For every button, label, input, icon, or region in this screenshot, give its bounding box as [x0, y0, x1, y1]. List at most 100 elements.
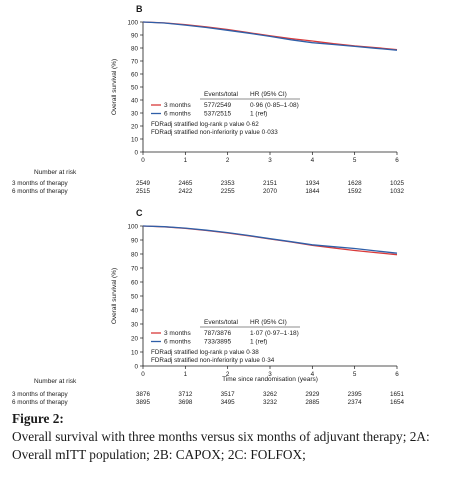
panel-c-legend-hr: 1·07 (0·97–1·18) — [250, 330, 299, 337]
panel-b-y-tick-label: 100 — [127, 19, 138, 26]
panel-b-risk-value: 2422 — [178, 188, 193, 195]
panel-b-risk-value: 2353 — [221, 180, 236, 187]
panel-c-y-tick-label: 0 — [134, 363, 138, 370]
panel-c-legend-header-events: Events/total — [204, 319, 239, 326]
panel-b-risk-value: 2515 — [136, 188, 151, 195]
panel-b-y-tick-label: 30 — [131, 110, 139, 117]
panel-b-y-tick-label: 0 — [134, 149, 138, 156]
panel-b-risk-value: 2255 — [221, 188, 236, 195]
panel-c-y-tick-label: 70 — [131, 265, 139, 272]
panel-c-risk-value: 3517 — [221, 391, 236, 398]
panel-b-risk-row-label: 3 months of therapy — [12, 180, 69, 187]
panel-b-legend-label: 6 months — [164, 111, 191, 118]
panel-b-legend-events: 577/2549 — [204, 102, 231, 109]
panel-b-legend-header-events: Events/total — [204, 91, 239, 98]
panel-b-risk-value: 1934 — [305, 180, 320, 187]
panel-c-risk-title: Number at risk — [34, 378, 77, 385]
panel-c-risk-value: 1651 — [390, 391, 405, 398]
panel-c-legend-label: 3 months — [164, 330, 191, 337]
panel-c-x-tick-label: 2 — [226, 371, 230, 378]
panel-b-risk-value: 2465 — [178, 180, 193, 187]
panel-c-legend-label: 6 months — [164, 339, 191, 346]
panel-c-risk-value: 3698 — [178, 399, 193, 406]
panel-b-y-tick-label: 10 — [131, 136, 139, 143]
panel-c-annotation: FDRadj stratified non-inferiority p valu… — [151, 357, 275, 364]
panel-b-risk-value: 2151 — [263, 180, 278, 187]
panel-c-x-tick-label: 3 — [268, 371, 272, 378]
panel-b-risk-value: 2070 — [263, 188, 278, 195]
panel-b-y-tick-label: 50 — [131, 84, 139, 91]
caption-text: Overall survival with three months versu… — [12, 429, 430, 462]
panel-b-y-tick-label: 80 — [131, 45, 139, 52]
panel-c-label: C — [136, 208, 143, 218]
panel-c-x-axis-label: Time since randomisation (years) — [222, 376, 318, 383]
panel-b-legend-hr: 1 (ref) — [250, 111, 267, 118]
panel-b-y-axis-label: Overall survival (%) — [111, 59, 118, 115]
panel-b-x-tick-label: 5 — [353, 157, 357, 164]
caption-title: Figure 2: — [12, 411, 64, 426]
panel-c-risk-value: 3712 — [178, 391, 193, 398]
panel-c-legend-header-hr: HR (95% CI) — [250, 319, 287, 326]
panel-b-legend-header-hr: HR (95% CI) — [250, 91, 287, 98]
panel-b-y-tick-label: 40 — [131, 97, 139, 104]
panel-b-legend-label: 3 months — [164, 102, 191, 109]
panel-b-legend-events: 537/2515 — [204, 111, 231, 118]
panel-c-legend-events: 733/3895 — [204, 339, 231, 346]
panel-b-x-tick-label: 3 — [268, 157, 272, 164]
panel-c-risk-row-label: 3 months of therapy — [12, 391, 69, 398]
panel-c-risk-value: 3495 — [221, 399, 236, 406]
panel-b-risk-value: 1032 — [390, 188, 405, 195]
panel-c-y-tick-label: 50 — [131, 293, 139, 300]
panel-b-series-6-months — [142, 21, 398, 51]
panel-b-risk-value: 1844 — [305, 188, 320, 195]
panel-b-risk-value: 2549 — [136, 180, 151, 187]
panel-b-y-tick-label: 90 — [131, 32, 139, 39]
panel-b-risk-value: 1592 — [348, 188, 363, 195]
panel-b-y-tick-label: 60 — [131, 71, 139, 78]
panel-b-x-tick-label: 0 — [141, 157, 145, 164]
panel-c-legend-hr: 1 (ref) — [250, 339, 267, 346]
panel-c-risk-value: 2374 — [348, 399, 363, 406]
panel-c-y-tick-label: 10 — [131, 349, 139, 356]
panel-c-risk-value: 3262 — [263, 391, 278, 398]
panel-b-risk-title: Number at risk — [34, 169, 77, 176]
panel-c-y-axis-label: Overall survival (%) — [111, 268, 118, 324]
panel-c-risk-row-label: 6 months of therapy — [12, 399, 69, 406]
panel-c-y-tick-label: 100 — [127, 223, 138, 230]
panel-c-y-tick-label: 60 — [131, 279, 139, 286]
panel-b-annotation: FDRadj stratified log-rank p value 0·62 — [151, 121, 259, 128]
panel-c-risk-value: 2395 — [348, 391, 363, 398]
panel-c-series-6-months — [142, 225, 398, 254]
panel-c-x-tick-label: 4 — [311, 371, 315, 378]
panel-c-x-tick-label: 1 — [184, 371, 188, 378]
panel-c-series-3-months — [142, 225, 398, 256]
panel-c-risk-value: 3876 — [136, 391, 151, 398]
panel-c-y-tick-label: 80 — [131, 251, 139, 258]
panel-b-label: B — [136, 4, 143, 14]
panel-b-x-tick-label: 6 — [395, 157, 399, 164]
panel-c-annotation: FDRadj stratified log-rank p value 0·38 — [151, 349, 259, 356]
panel-b-risk-value: 1628 — [348, 180, 363, 187]
panel-c-legend-events: 787/3876 — [204, 330, 231, 337]
panel-c-y-tick-label: 90 — [131, 237, 139, 244]
panel-b-y-tick-label: 70 — [131, 58, 139, 65]
panel-c-risk-value: 2885 — [305, 399, 320, 406]
panel-c-risk-value: 3895 — [136, 399, 151, 406]
panel-b-risk-row-label: 6 months of therapy — [12, 188, 69, 195]
panel-c-y-tick-label: 30 — [131, 321, 139, 328]
panel-c-y-tick-label: 20 — [131, 335, 139, 342]
panel-b-risk-value: 1025 — [390, 180, 405, 187]
panel-c-y-tick-label: 40 — [131, 307, 139, 314]
panel-b-legend-hr: 0·96 (0·85–1·08) — [250, 102, 299, 109]
panel-c-x-tick-label: 5 — [353, 371, 357, 378]
panel-b-x-tick-label: 4 — [311, 157, 315, 164]
panel-b-x-tick-label: 1 — [184, 157, 188, 164]
panel-c-risk-value: 1654 — [390, 399, 405, 406]
panel-c-risk-value: 2929 — [305, 391, 320, 398]
panel-c-x-tick-label: 6 — [395, 371, 399, 378]
panel-b-x-tick-label: 2 — [226, 157, 230, 164]
figure-caption: Figure 2: Overall survival with three mo… — [12, 410, 467, 464]
panel-b-annotation: FDRadj stratified non-inferiority p valu… — [151, 129, 278, 136]
panel-c-risk-value: 3232 — [263, 399, 278, 406]
